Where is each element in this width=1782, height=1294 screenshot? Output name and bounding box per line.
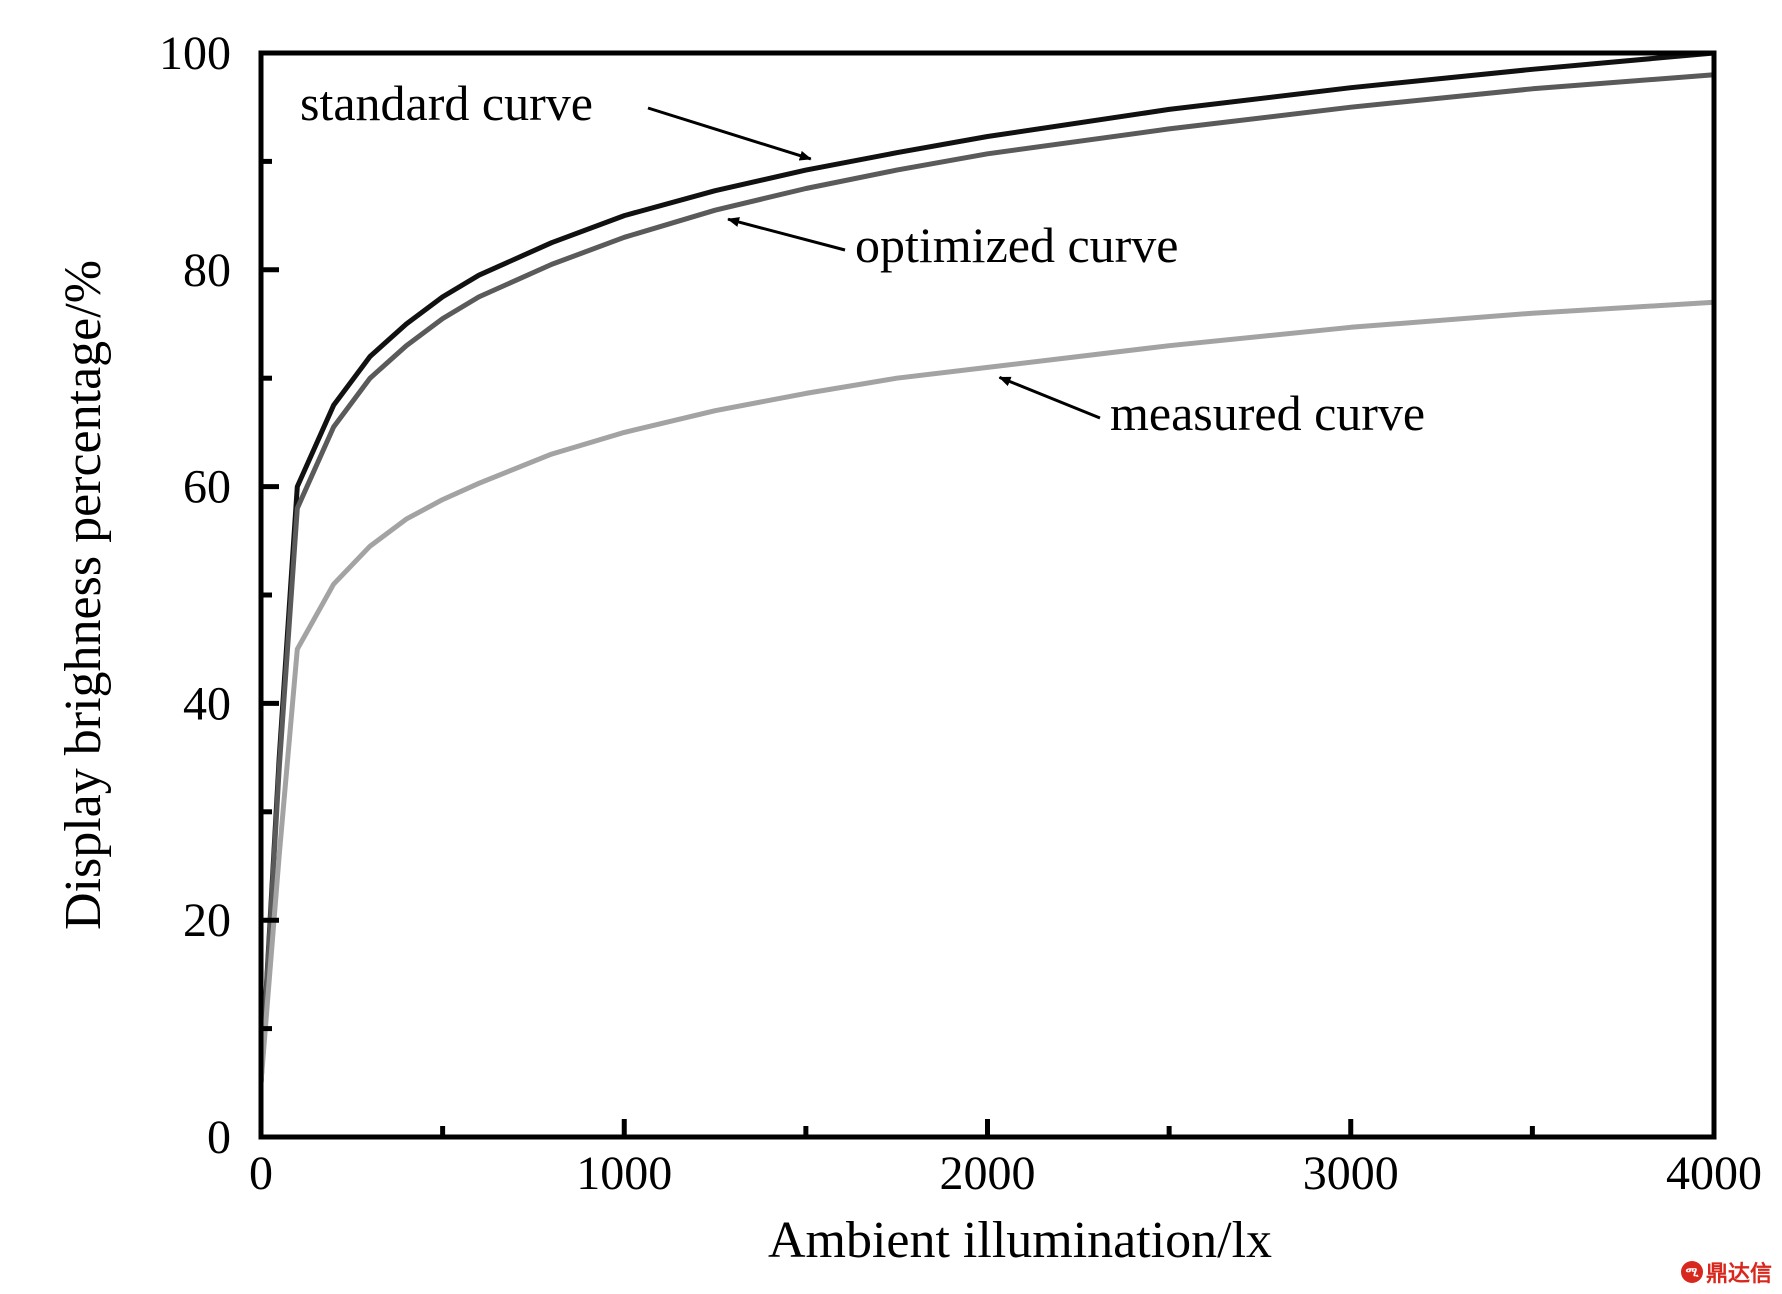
y-tick-label: 0 xyxy=(207,1111,231,1164)
x-tick-label: 1000 xyxy=(576,1147,672,1200)
x-axis-title: Ambient illumination/lx xyxy=(768,1212,1272,1269)
ticks-layer: 0 1000 2000 3000 4000 0 20 40 60 80 100 xyxy=(159,27,1762,1200)
annotation-arrow xyxy=(998,375,1101,420)
y-tick-label: 60 xyxy=(183,461,231,514)
y-tick-label: 40 xyxy=(183,677,231,730)
watermark-text: 鼎达信 xyxy=(1705,1262,1772,1287)
x-tick-label: 4000 xyxy=(1666,1147,1762,1200)
x-tick-label: 2000 xyxy=(940,1147,1036,1200)
watermark-logo-icon: ሚ xyxy=(1680,1261,1703,1283)
x-tick-label: 3000 xyxy=(1303,1147,1399,1200)
y-tick-label: 100 xyxy=(159,27,231,80)
annotation-label: optimized curve xyxy=(855,217,1179,273)
series-line-2 xyxy=(258,299,1717,1086)
watermark: ሚ 鼎达信 xyxy=(1680,1256,1772,1288)
annotation-arrow xyxy=(647,106,812,161)
y-tick-label: 20 xyxy=(183,894,231,947)
series-layer xyxy=(258,50,1717,1086)
x-tick-label: 0 xyxy=(249,1147,273,1200)
annotation-arrow xyxy=(727,217,846,252)
plot-area-frame xyxy=(258,50,1717,1140)
annotation-label: measured curve xyxy=(1110,385,1425,441)
annotation-layer: standard curve optimized curve measured cu… xyxy=(300,75,1425,441)
series-line-0 xyxy=(258,50,1717,1086)
y-tick-label: 80 xyxy=(183,244,231,297)
series-line-1 xyxy=(258,72,1717,1086)
annotation-label: standard curve xyxy=(300,75,593,131)
y-axis-title: Display brighness percentage/% xyxy=(55,260,112,930)
